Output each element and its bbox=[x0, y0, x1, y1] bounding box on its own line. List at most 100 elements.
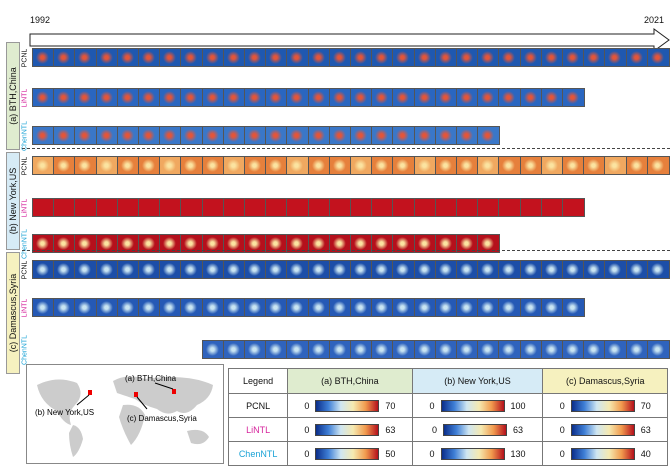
image-tile bbox=[307, 298, 331, 317]
legend-row-label: PCNL bbox=[227, 393, 289, 418]
image-tile bbox=[116, 126, 140, 145]
image-tile bbox=[540, 48, 564, 67]
image-tile bbox=[74, 156, 98, 175]
range-min: 0 bbox=[304, 400, 310, 411]
image-tile bbox=[286, 48, 310, 67]
legend-col-bth: (a) BTH,China bbox=[287, 368, 413, 394]
image-tile bbox=[222, 156, 246, 175]
image-tile bbox=[138, 48, 161, 67]
image-tile bbox=[244, 156, 267, 175]
image-tile bbox=[307, 88, 331, 107]
image-tile bbox=[286, 340, 310, 359]
image-tile bbox=[350, 340, 373, 359]
image-tile bbox=[583, 340, 607, 359]
image-tile bbox=[413, 88, 437, 107]
image-tile bbox=[244, 126, 267, 145]
dataset-label-pcnl: PCNL bbox=[21, 260, 28, 280]
legend-row-chenntl: ChenNTL 0 50 0 130 0 40 bbox=[227, 441, 668, 466]
image-tile bbox=[371, 198, 395, 217]
image-tile bbox=[138, 126, 161, 145]
image-tile bbox=[456, 260, 479, 279]
image-tile bbox=[201, 340, 225, 359]
image-tile bbox=[413, 198, 437, 217]
image-tile bbox=[201, 126, 225, 145]
range-min: 0 bbox=[559, 424, 565, 435]
image-tile bbox=[265, 48, 289, 67]
image-tile bbox=[286, 88, 310, 107]
image-tile bbox=[583, 48, 607, 67]
image-tile bbox=[371, 126, 395, 145]
range-min: 0 bbox=[304, 448, 310, 459]
image-tile bbox=[244, 48, 267, 67]
image-tile bbox=[498, 198, 522, 217]
range-max: 70 bbox=[640, 400, 651, 411]
image-tile bbox=[562, 298, 585, 317]
image-tile bbox=[413, 126, 437, 145]
image-tile bbox=[32, 48, 55, 67]
image-tile bbox=[371, 156, 395, 175]
dataset-label-lintl: LiNTL bbox=[21, 198, 28, 218]
image-tile bbox=[498, 48, 522, 67]
image-tile bbox=[540, 156, 564, 175]
image-tile bbox=[625, 340, 649, 359]
image-tile bbox=[392, 126, 416, 145]
image-tile bbox=[392, 156, 416, 175]
image-tile bbox=[625, 260, 649, 279]
image-tile bbox=[498, 88, 522, 107]
colorbar bbox=[570, 399, 635, 412]
image-tile bbox=[604, 260, 628, 279]
image-tile bbox=[392, 340, 416, 359]
image-tile bbox=[477, 126, 501, 145]
image-tile bbox=[562, 88, 585, 107]
legend-col-newyork: (b) New York,US bbox=[411, 368, 544, 394]
image-tile bbox=[604, 156, 628, 175]
image-tile bbox=[477, 340, 501, 359]
image-tile bbox=[74, 260, 98, 279]
image-tile bbox=[519, 88, 543, 107]
image-tile bbox=[201, 88, 225, 107]
image-tile bbox=[53, 298, 77, 317]
colorbar bbox=[570, 423, 635, 436]
image-tile bbox=[498, 340, 522, 359]
range-max: 50 bbox=[385, 448, 396, 459]
image-tile bbox=[646, 48, 670, 67]
image-tile bbox=[328, 48, 352, 67]
range-min: 0 bbox=[432, 424, 438, 435]
image-tile bbox=[53, 126, 77, 145]
image-tile bbox=[201, 48, 225, 67]
image-tile bbox=[604, 340, 628, 359]
image-tile bbox=[350, 260, 373, 279]
image-tile bbox=[646, 156, 670, 175]
image-tile bbox=[244, 298, 267, 317]
legend-row-label: ChenNTL bbox=[227, 441, 289, 466]
colorbar bbox=[570, 447, 635, 460]
image-tile bbox=[307, 126, 331, 145]
dataset-label-lintl: LiNTL bbox=[21, 88, 28, 108]
image-tile bbox=[350, 126, 373, 145]
image-tile bbox=[434, 298, 458, 317]
image-tile bbox=[222, 48, 246, 67]
region-label-2: (c) Damascus,Syria bbox=[6, 252, 20, 374]
region-name: (c) Damascus,Syria bbox=[8, 273, 18, 353]
legend-table: Legend (a) BTH,China (b) New York,US (c)… bbox=[227, 368, 668, 466]
image-tile bbox=[604, 48, 628, 67]
region-label-0: (a) BTH,China bbox=[6, 42, 20, 150]
image-tile bbox=[307, 340, 331, 359]
image-tile bbox=[53, 48, 77, 67]
image-tile bbox=[95, 48, 119, 67]
image-tile bbox=[180, 126, 204, 145]
image-tile bbox=[244, 198, 267, 217]
image-tile bbox=[456, 156, 479, 175]
image-tile bbox=[138, 198, 161, 217]
image-tile bbox=[519, 156, 543, 175]
image-tile bbox=[328, 126, 352, 145]
range-max: 100 bbox=[510, 400, 526, 411]
image-tile bbox=[350, 198, 373, 217]
region-name: (a) BTH,China bbox=[8, 67, 18, 125]
image-tile bbox=[307, 48, 331, 67]
dataset-label-pcnl: PCNL bbox=[21, 156, 28, 176]
image-tile bbox=[159, 260, 183, 279]
image-tile bbox=[53, 198, 77, 217]
range-min: 0 bbox=[429, 400, 435, 411]
image-tile bbox=[350, 88, 373, 107]
